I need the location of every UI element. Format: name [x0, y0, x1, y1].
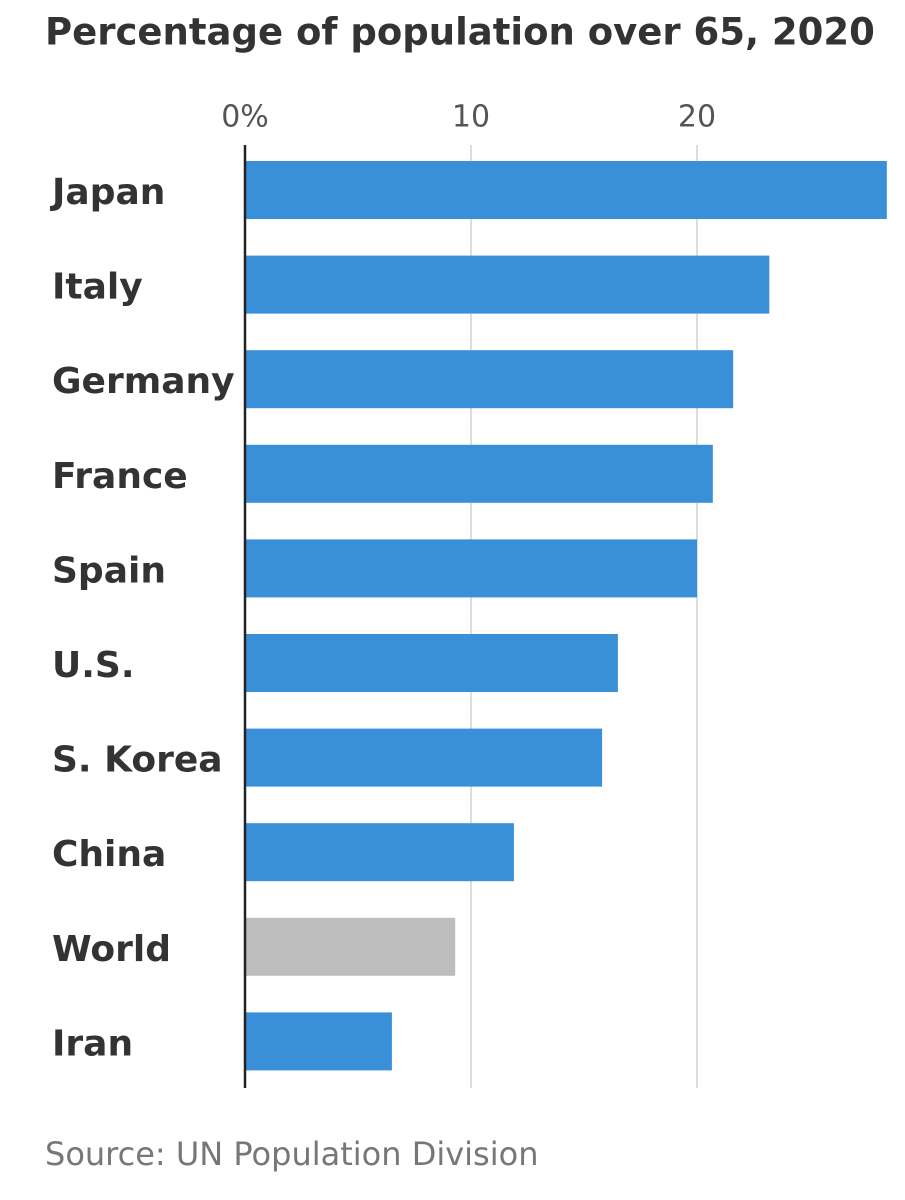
y-tick-label: S. Korea: [52, 740, 223, 781]
y-tick-label: France: [52, 456, 188, 497]
x-tick-label: 30: [904, 100, 905, 135]
bar: [245, 539, 697, 598]
y-tick-label: Italy: [52, 267, 143, 308]
y-tick-label: Japan: [49, 172, 165, 213]
y-tick-label: Iran: [52, 1023, 133, 1064]
bar: [245, 255, 770, 314]
bar: [245, 350, 734, 409]
bar: [245, 823, 514, 882]
x-tick-label: 10: [452, 100, 490, 135]
y-tick-label: Spain: [52, 550, 166, 591]
x-tick-label: 0%: [221, 100, 269, 135]
bar: [245, 1012, 392, 1071]
x-tick-label: 20: [678, 100, 716, 135]
bar: [245, 728, 603, 787]
y-tick-label: China: [52, 834, 166, 875]
y-tick-label: World: [52, 929, 171, 970]
chart-title: Percentage of population over 65, 2020: [45, 11, 875, 54]
y-tick-label: Germany: [52, 361, 235, 402]
bar: [245, 917, 456, 976]
source-note: Source: UN Population Division: [45, 1135, 538, 1173]
bar: [245, 161, 887, 219]
y-tick-label: U.S.: [52, 645, 135, 686]
bar: [245, 444, 713, 503]
bar: [245, 634, 618, 692]
